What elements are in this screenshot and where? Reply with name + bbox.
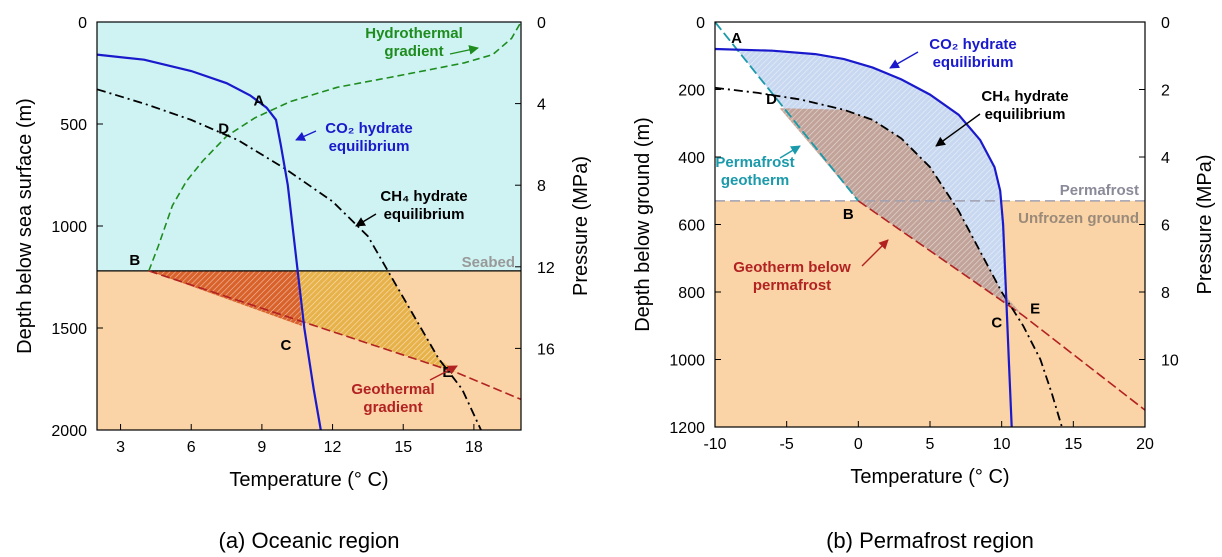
permafrost-point-A: A [731, 30, 742, 47]
permafrost-co2-annotation: CO₂ hydrate equilibrium [929, 36, 1017, 71]
permafrost-y2tick-label: 2 [1161, 83, 1170, 100]
oceanic-y2tick-label: 0 [537, 15, 546, 32]
oceanic-point-D: D [218, 120, 229, 137]
permafrost-xtick-label: 10 [993, 436, 1011, 453]
oceanic-y2tick-label: 8 [537, 178, 546, 195]
permafrost-geotherm-arrow [779, 145, 801, 159]
permafrost-y2tick-label: 10 [1161, 353, 1179, 370]
permafrost-y2tick-label: 8 [1161, 285, 1170, 302]
oceanic-caption: (a) Oceanic region [219, 528, 400, 553]
permafrost-y2tick-label: 4 [1161, 150, 1170, 167]
permafrost-y2tick-label: 6 [1161, 218, 1170, 235]
oceanic-xtick-label: 3 [116, 439, 125, 456]
oceanic-y2tick-label: 12 [537, 260, 555, 277]
oceanic-ytick-label: 0 [78, 15, 87, 32]
permafrost-ch4-arrow [935, 113, 981, 147]
permafrost-ytick-label: 200 [678, 83, 705, 100]
permafrost-ch4-line [714, 86, 1063, 428]
oceanic-co2-line [96, 53, 322, 431]
permafrost-ytick-label: 400 [678, 150, 705, 167]
oceanic-axes: 3 6 9 12 15 18 0 500 1000 1500 2000 0 4 8 12 16 Temperat… [14, 15, 592, 553]
permafrost-lower-geotherm-arrow [861, 239, 889, 267]
permafrost-y2tick-label: 0 [1161, 15, 1170, 32]
permafrost-ytick-label: 1200 [669, 420, 705, 437]
permafrost-point-B: B [843, 206, 854, 223]
permafrost-xtick-label: 0 [854, 436, 863, 453]
oceanic-point-C: C [281, 337, 292, 354]
oceanic-hydrothermal-line [148, 21, 522, 272]
oceanic-co2-arrow [295, 130, 317, 141]
permafrost-co2-line [714, 47, 1013, 428]
permafrost-axes: -10 -5 0 5 10 15 20020040060080010001200024681… [632, 15, 1216, 553]
permafrost-caption: (b) Permafrost region [826, 528, 1034, 553]
unfrozen-ground-label: Unfrozen ground [1018, 210, 1139, 227]
oceanic-co2-hydrate-zone [148, 270, 302, 326]
permafrost-boundary-label: Permafrost [1060, 182, 1139, 199]
permafrost-xaxis-label: Temperature (° C) [850, 466, 1009, 488]
oceanic-xtick-label: 6 [187, 439, 196, 456]
oceanic-hydrothermal-arrow [449, 45, 479, 55]
permafrost-ytick-label: 800 [678, 285, 705, 302]
oceanic-xtick-label: 9 [257, 439, 266, 456]
permafrost-xtick-label: 15 [1064, 436, 1082, 453]
oceanic-point-A: A [254, 93, 265, 110]
permafrost-ytick-label: 0 [696, 15, 705, 32]
oceanic-y2axis-label: Pressure (MPa) [570, 156, 592, 296]
permafrost-lower-geotherm-annotation: Geotherm below permafrost [733, 259, 851, 294]
permafrost-co2-arrow [889, 51, 919, 69]
oceanic-geothermal-annotation: Geothermal gradient [351, 381, 434, 416]
oceanic-y2tick-label: 16 [537, 341, 555, 358]
permafrost-point-E: E [1030, 301, 1040, 318]
oceanic-yaxis-label: Depth below sea surface (m) [14, 98, 36, 354]
permafrost-geotherm-annotation: Permafrost geotherm [715, 154, 794, 189]
permafrost-xtick-label: -5 [780, 436, 794, 453]
oceanic-xtick-label: 15 [394, 439, 412, 456]
oceanic-ytick-label: 1500 [51, 321, 87, 338]
oceanic-hydrothermal-annotation: Hydrothermal gradient [365, 25, 463, 60]
oceanic-ytick-label: 500 [60, 117, 87, 134]
oceanic-geothermal-arrow [429, 365, 458, 381]
permafrost-ytick-label: 1000 [669, 353, 705, 370]
oceanic-xtick-label: 18 [465, 439, 483, 456]
permafrost-xtick-label: 5 [926, 436, 935, 453]
oceanic-point-B: B [129, 252, 140, 269]
oceanic-ch4-line [96, 88, 482, 431]
permafrost-panel: Permafrost Unfrozen ground A B C D E [714, 21, 1146, 428]
oceanic-y2tick-label: 4 [537, 97, 546, 114]
permafrost-xtick-label: 20 [1136, 436, 1154, 453]
oceanic-co2-annotation: CO₂ hydrate equilibrium [325, 120, 413, 155]
oceanic-ytick-label: 2000 [51, 423, 87, 440]
permafrost-yaxis-label: Depth below ground (m) [632, 117, 654, 332]
permafrost-ch4-hydrate-zone [779, 108, 1024, 316]
oceanic-ch4-annotation: CH₄ hydrate equilibrium [380, 188, 467, 223]
oceanic-seabed-label: Seabed [462, 254, 515, 271]
oceanic-ch4-arrow [355, 213, 377, 227]
permafrost-geotherm-line [714, 21, 860, 202]
permafrost-point-C: C [991, 315, 1002, 332]
permafrost-y2axis-label: Pressure (MPa) [1194, 154, 1216, 294]
oceanic-water-region [97, 22, 521, 271]
permafrost-point-D: D [766, 91, 777, 108]
oceanic-xtick-label: 12 [324, 439, 342, 456]
permafrost-xtick-label: -10 [703, 436, 726, 453]
permafrost-ch4-annotation: CH₄ hydrate equilibrium [981, 88, 1068, 123]
permafrost-ytick-label: 600 [678, 218, 705, 235]
oceanic-xaxis-label: Temperature (° C) [229, 469, 388, 491]
oceanic-ytick-label: 1000 [51, 219, 87, 236]
permafrost-lower-geotherm-line [857, 200, 1146, 411]
